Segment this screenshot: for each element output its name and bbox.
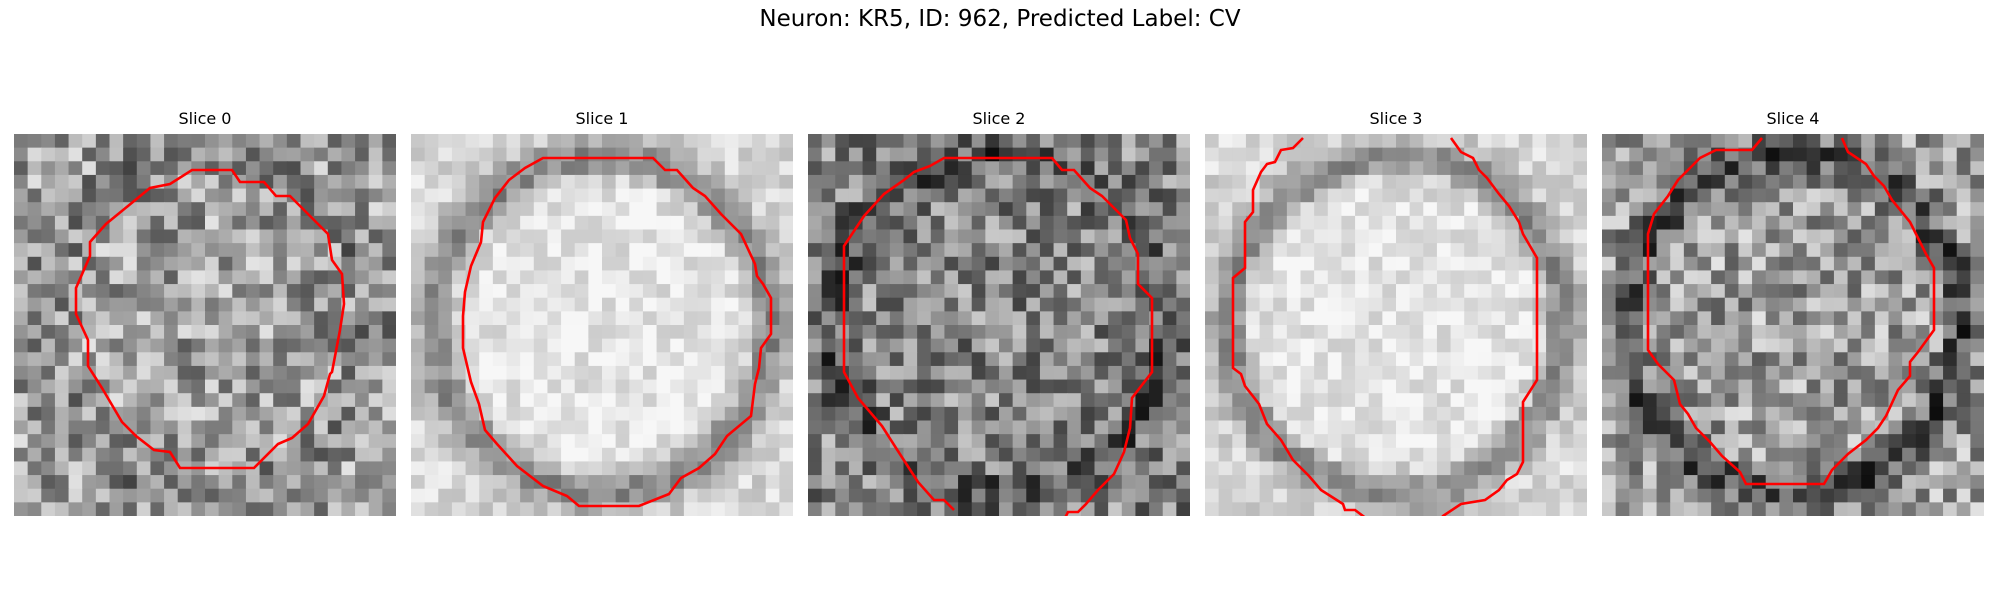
- slice-title-3: Slice 3: [1205, 108, 1587, 134]
- pixel-grid-4: [1602, 134, 1984, 516]
- slice-image-4: [1602, 134, 1984, 516]
- slice-image-3: [1205, 134, 1587, 516]
- slice-panel-0: Slice 0: [14, 108, 396, 516]
- slice-image-1: [411, 134, 793, 516]
- slice-title-1: Slice 1: [411, 108, 793, 134]
- slice-title-2: Slice 2: [808, 108, 1190, 134]
- slice-title-4: Slice 4: [1602, 108, 1984, 134]
- slice-image-2: [808, 134, 1190, 516]
- pixel-grid-0: [14, 134, 396, 516]
- slice-panel-4: Slice 4: [1602, 108, 1984, 516]
- slice-panel-3: Slice 3: [1205, 108, 1587, 516]
- slice-panel-1: Slice 1: [411, 108, 793, 516]
- figure-title: Neuron: KR5, ID: 962, Predicted Label: C…: [0, 6, 2000, 32]
- slice-image-0: [14, 134, 396, 516]
- pixel-grid-2: [808, 134, 1190, 516]
- pixel-grid-3: [1205, 134, 1587, 516]
- slice-panel-2: Slice 2: [808, 108, 1190, 516]
- slice-title-0: Slice 0: [14, 108, 396, 134]
- pixel-grid-1: [411, 134, 793, 516]
